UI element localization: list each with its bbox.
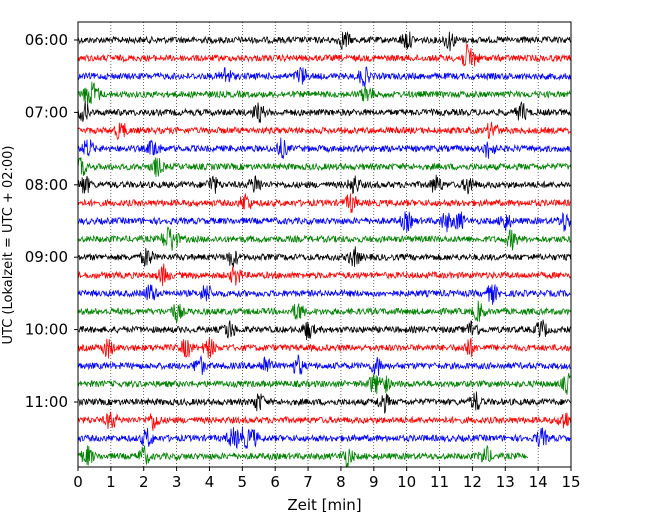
x-axis-label: Zeit [min] (287, 496, 361, 514)
x-tick-label: 8 (336, 473, 346, 491)
y-tick-label: 11:00 (25, 393, 68, 411)
x-tick-label: 6 (270, 473, 280, 491)
x-axis-ticks: 0 1 2 3 4 5 6 7 8 9 10 11 12 13 14 15 (73, 467, 581, 491)
seismogram-trace (77, 373, 571, 395)
y-tick-label: 06:00 (25, 31, 68, 49)
y-tick-label: 10:00 (25, 321, 68, 339)
x-tick-label: 14 (529, 473, 548, 491)
seismogram-trace (77, 319, 571, 341)
seismogram-trace (77, 66, 571, 88)
x-tick-label: 12 (463, 473, 482, 491)
seismogram-trace (77, 354, 571, 376)
seismogram-trace (77, 246, 571, 268)
x-tick-label: 3 (172, 473, 182, 491)
seismogram-trace (77, 263, 571, 287)
x-tick-label: 1 (106, 473, 116, 491)
seismogram-trace (77, 226, 571, 251)
y-tick-label: 09:00 (25, 248, 68, 266)
x-tick-label: 9 (369, 473, 379, 491)
seismogram-trace (77, 426, 571, 450)
seismogram-trace (77, 137, 571, 159)
seismogram-trace (77, 284, 571, 305)
x-tick-label: 5 (238, 473, 248, 491)
x-tick-label: 4 (205, 473, 215, 491)
seismogram-trace (77, 100, 571, 123)
seismogram-trace (77, 43, 571, 67)
seismogram-trace (77, 411, 571, 431)
seismogram-trace (77, 391, 571, 414)
x-tick-label: 15 (561, 473, 580, 491)
seismogram-trace (77, 157, 571, 178)
x-tick-label: 0 (73, 473, 83, 491)
y-axis-ticks: 06:00 07:00 08:00 09:00 10:00 11:00 (25, 31, 78, 411)
y-axis-label: UTC (Lokalzeit = UTC + 02:00) (1, 146, 16, 345)
x-tick-label: 11 (430, 473, 449, 491)
seismogram-trace (77, 444, 529, 469)
y-tick-label: 08:00 (25, 176, 68, 194)
x-tick-label: 13 (496, 473, 515, 491)
seismogram-trace (77, 300, 571, 324)
x-tick-label: 2 (139, 473, 149, 491)
plot-frame (77, 21, 572, 468)
seismogram-trace (77, 193, 571, 214)
x-tick-label: 7 (303, 473, 313, 491)
seismogram-trace (77, 211, 571, 233)
y-tick-label: 07:00 (25, 103, 68, 121)
seismogram-trace (77, 121, 571, 141)
x-tick-label: 10 (397, 473, 416, 491)
seismogram-trace (77, 30, 571, 52)
trace-layer (77, 30, 571, 469)
seismogram-trace (77, 337, 571, 359)
seismogram-trace (77, 81, 571, 108)
seismogram-trace (77, 174, 571, 195)
